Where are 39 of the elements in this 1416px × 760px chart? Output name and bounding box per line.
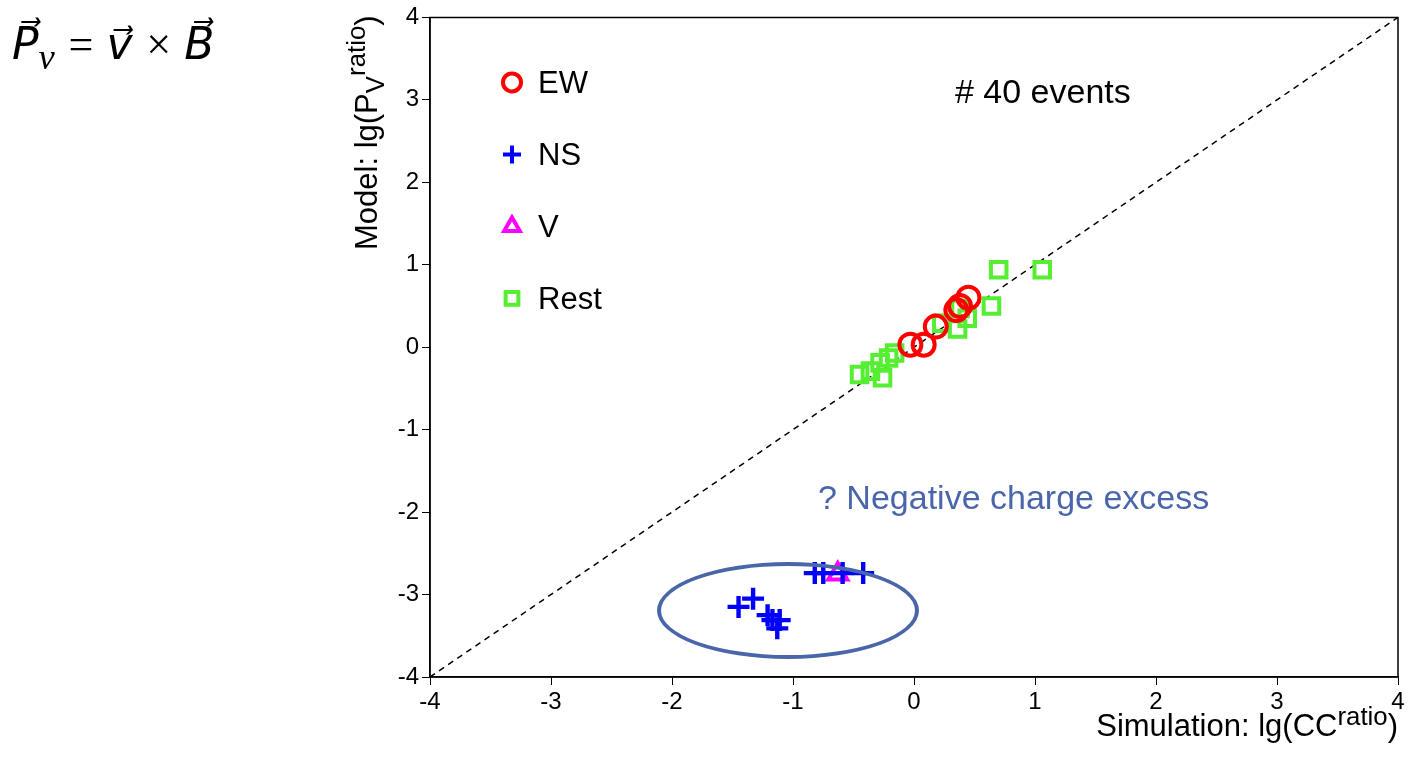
y-tick-label: 4 xyxy=(405,2,419,30)
legend-label: NS xyxy=(538,136,582,172)
legend-label: V xyxy=(538,208,559,244)
x-tick-label: 4 xyxy=(1391,687,1405,715)
x-tick-label: 0 xyxy=(907,687,921,715)
point xyxy=(897,331,924,358)
point xyxy=(860,361,881,381)
point xyxy=(981,296,1002,316)
y-tick-label: 1 xyxy=(405,249,419,277)
legend-label: Rest xyxy=(538,280,603,316)
y-tick-label: -3 xyxy=(397,579,419,607)
point xyxy=(1032,259,1053,280)
point xyxy=(955,284,982,311)
x-tick-label: -3 xyxy=(540,687,562,715)
point xyxy=(988,259,1009,280)
point xyxy=(742,587,765,610)
point xyxy=(922,313,949,340)
y-tick-label: -2 xyxy=(397,496,419,524)
x-tick-label: -2 xyxy=(661,687,683,715)
x-tick-label: 1 xyxy=(1028,687,1042,715)
text: P⃗$_{v}$ = v⃗ × B⃗ xyxy=(12,18,215,78)
point xyxy=(872,367,893,388)
point xyxy=(878,348,899,368)
y-tick-label: 2 xyxy=(405,166,419,194)
point xyxy=(946,292,973,319)
x-tick-label: 3 xyxy=(1270,687,1284,715)
point xyxy=(943,297,970,324)
annotation: ? Negative charge excess xyxy=(818,478,1210,517)
point xyxy=(766,617,789,640)
point xyxy=(849,364,870,385)
y-tick-label: -4 xyxy=(397,661,419,689)
y-tick-label: 3 xyxy=(405,84,419,112)
y-tick-label: -1 xyxy=(397,414,419,442)
point xyxy=(910,331,937,358)
point xyxy=(727,595,750,618)
x-tick-label: -1 xyxy=(782,687,804,715)
y-tick-label: 0 xyxy=(405,331,419,359)
annotation: # 40 events xyxy=(955,72,1131,111)
legend-label: EW xyxy=(538,64,589,100)
